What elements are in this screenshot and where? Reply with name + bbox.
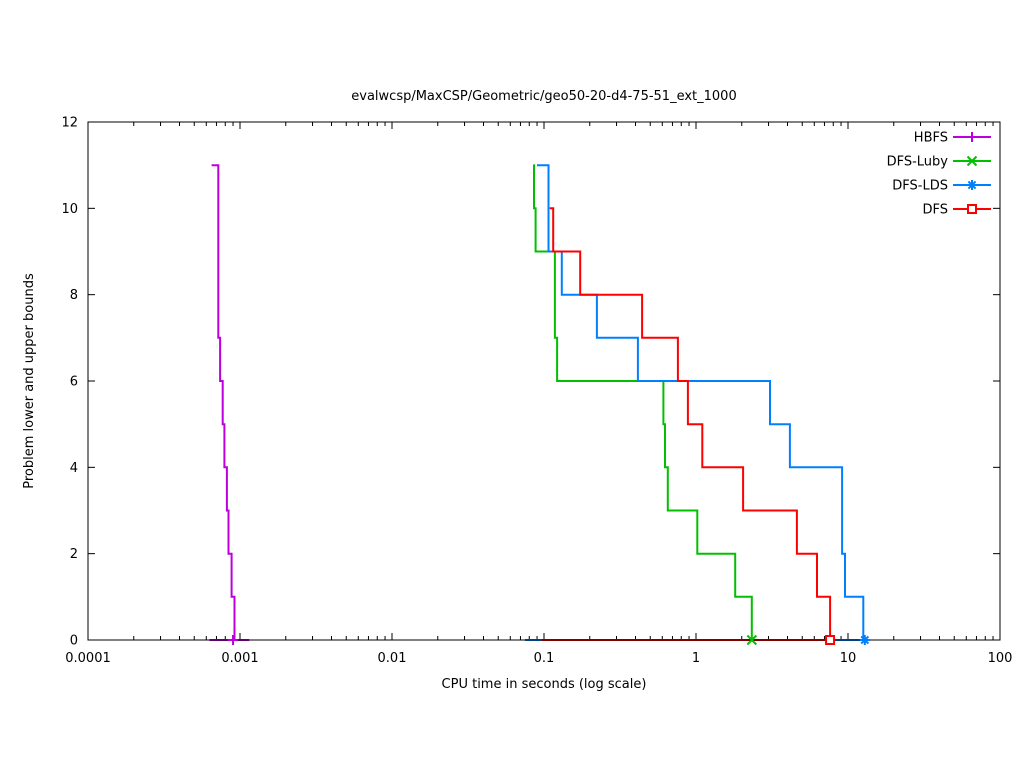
hbfs-plus-marker bbox=[228, 635, 239, 645]
x-tick-label: 1 bbox=[692, 651, 700, 666]
x-axis-label: CPU time in seconds (log scale) bbox=[441, 677, 647, 692]
y-tick-label: 6 bbox=[70, 375, 78, 390]
x-tick-label: 100 bbox=[988, 651, 1013, 666]
y-tick-label: 4 bbox=[70, 461, 78, 476]
legend-label-dfs-lds: DFS-LDS bbox=[892, 179, 948, 194]
dfs-lds-upper-bound-curve bbox=[537, 164, 865, 640]
page-title: evalwcsp/MaxCSP/Geometric/geo50-20-d4-75… bbox=[351, 89, 737, 104]
x-tick-label: 0.001 bbox=[221, 651, 258, 666]
x-tick-label: 0.01 bbox=[378, 651, 407, 666]
y-tick-label: 2 bbox=[70, 547, 78, 562]
hbfs-upper-bound-curve bbox=[211, 164, 236, 640]
y-tick-label: 12 bbox=[61, 116, 78, 131]
plot-border bbox=[87, 121, 1001, 641]
legend-asterisk-marker-icon bbox=[967, 180, 977, 190]
y-tick-label: 10 bbox=[61, 202, 78, 217]
legend-label-hbfs: HBFS bbox=[914, 131, 948, 146]
dfs-square-marker bbox=[825, 635, 836, 645]
x-tick-label: 10 bbox=[840, 651, 857, 666]
legend-square-marker-icon bbox=[967, 204, 977, 214]
dfs-luby-upper-bound-curve bbox=[533, 164, 753, 640]
x-tick-label: 0.0001 bbox=[65, 651, 111, 666]
dfs-lds-asterisk-marker bbox=[859, 635, 870, 645]
legend-label-dfs: DFS bbox=[922, 203, 948, 218]
y-tick-label: 8 bbox=[70, 288, 78, 303]
dfs-upper-bound-curve bbox=[549, 207, 832, 640]
y-tick-label: 0 bbox=[70, 634, 78, 649]
dfs-luby-cross-marker bbox=[746, 634, 758, 646]
legend-label-dfs-luby: DFS-Luby bbox=[887, 155, 949, 170]
x-tick-label: 0.1 bbox=[534, 651, 555, 666]
legend-plus-marker-icon bbox=[967, 132, 977, 142]
y-axis-label: Problem lower and upper bounds bbox=[22, 273, 38, 489]
legend-cross-marker-icon bbox=[966, 155, 978, 167]
